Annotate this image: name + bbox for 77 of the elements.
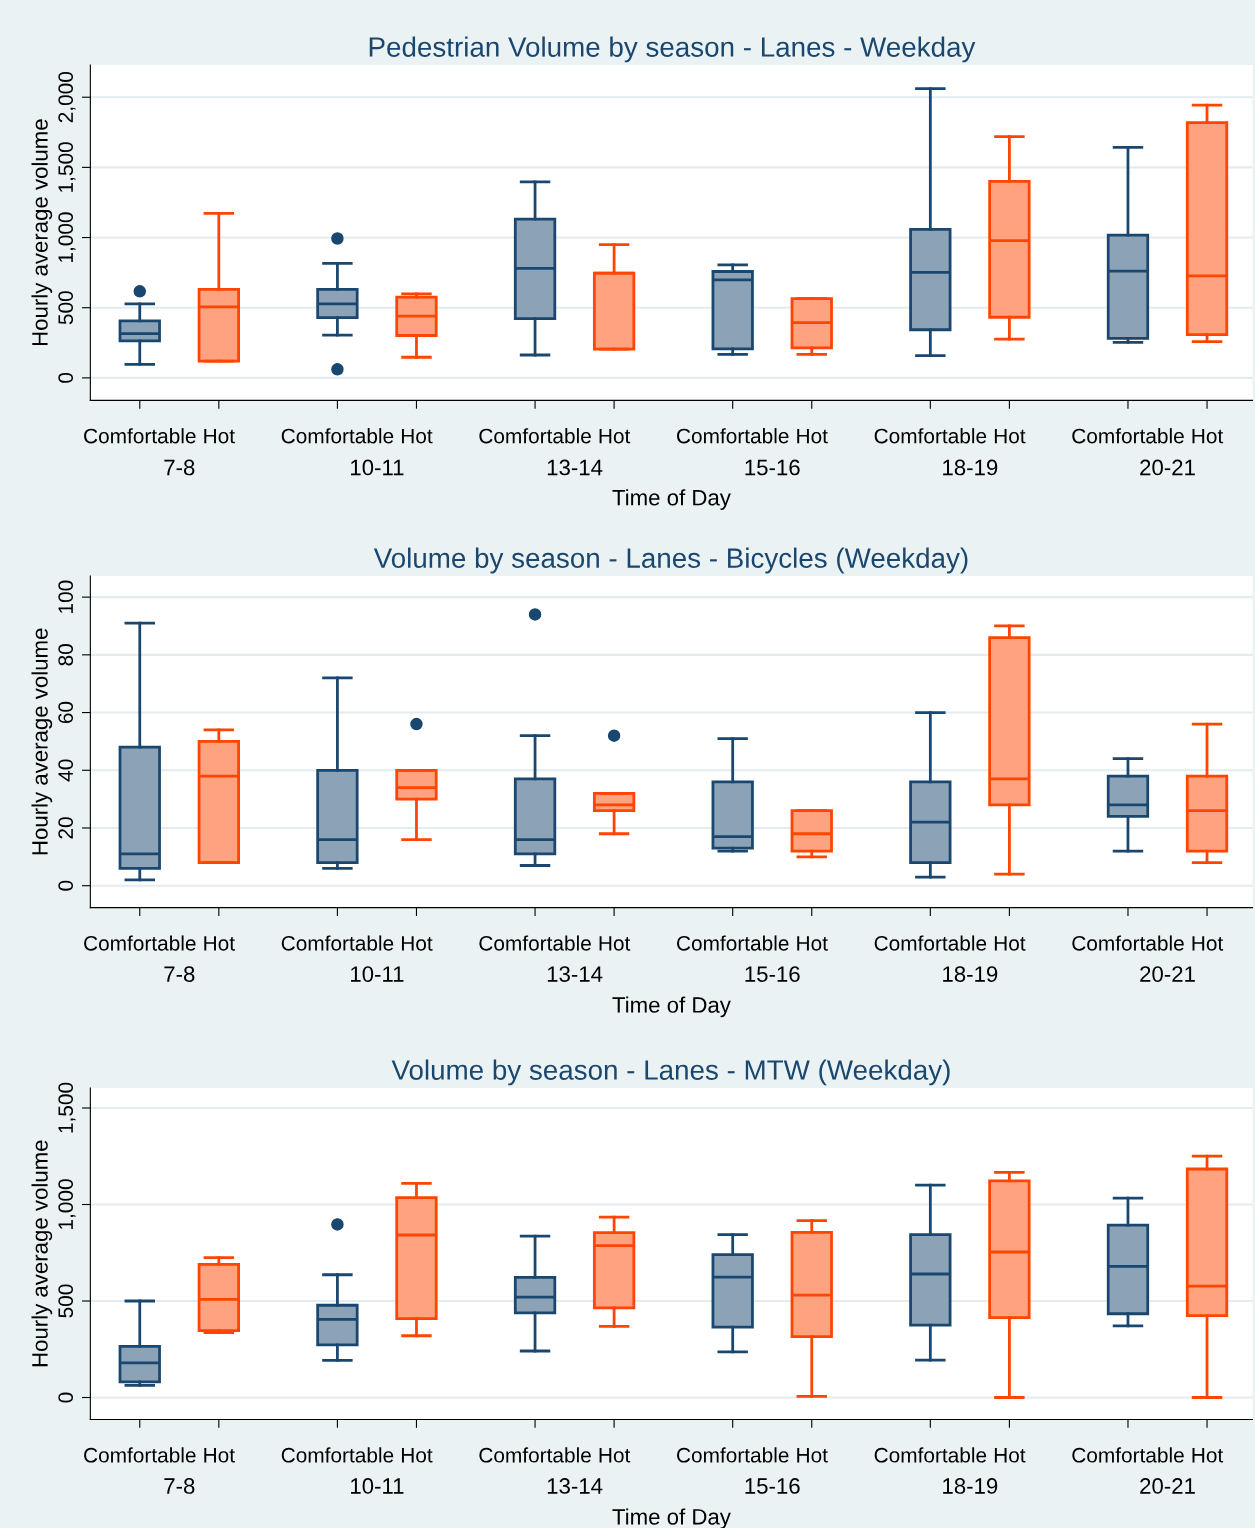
x-tick-label: Comfortable (84, 935, 196, 951)
x-tick-label: Hot (599, 1448, 631, 1463)
text: 10-11 (351, 459, 404, 476)
x-axis-title: Time of Day (612, 489, 731, 510)
y-tick-label: 0 (58, 372, 74, 383)
x-tick-label: Hot (797, 1448, 828, 1463)
y-tick-label: 20 (58, 817, 74, 839)
text: 13-14 (547, 1478, 603, 1494)
x-tick-label: Hot (204, 1448, 235, 1463)
x-tick-label: Hot (401, 936, 433, 951)
x-tick-label: Comfortable (479, 428, 591, 444)
x-tick-label: Hot (401, 428, 433, 444)
y-tick-label: 2,000 (58, 71, 76, 123)
x-tick-label: Hot (797, 936, 828, 951)
x-tick-label: Hot (994, 936, 1026, 951)
text: 20-21 (1140, 459, 1195, 476)
y-axis-title: Hourly average volume (31, 628, 53, 855)
text: 15-16 (745, 1478, 800, 1494)
y-tick-label: 1,000 (58, 212, 76, 263)
x-tick-label: Comfortable (874, 935, 987, 951)
x-tick-label: Comfortable (1072, 428, 1184, 444)
text: 7-8 (164, 966, 195, 982)
text: 10-11 (351, 966, 404, 982)
x-tick-label: Hot (1192, 428, 1224, 444)
x-tick-label: Comfortable (281, 1447, 394, 1463)
x-tick-label: Comfortable (1072, 935, 1184, 951)
text: 18-19 (943, 966, 998, 982)
y-tick-label: 0 (58, 1392, 74, 1403)
text: 15-16 (745, 966, 800, 982)
text: 18-19 (943, 1478, 998, 1494)
text: 13-14 (547, 966, 603, 982)
x-tick-label: Comfortable (677, 1447, 789, 1463)
x-tick-label: Comfortable (479, 1447, 591, 1463)
chart-title: Volume by season - Lanes - Bicycles (Weekday) (373, 547, 968, 574)
x-tick-label: Hot (204, 936, 235, 951)
x-tick-label: Comfortable (874, 1447, 987, 1463)
x-tick-label: Hot (994, 428, 1026, 444)
x-tick-label: Comfortable (874, 428, 987, 444)
x-tick-label: Hot (599, 936, 631, 951)
x-tick-label: Hot (1192, 936, 1224, 951)
x-tick-label: Hot (599, 428, 631, 444)
y-tick-label: 500 (58, 291, 74, 325)
x-tick-label: Comfortable (281, 935, 394, 951)
chart-title: Pedestrian Volume by season - Lanes - Weekday (369, 36, 976, 63)
text: 10-11 (351, 1478, 404, 1494)
x-tick-label: Hot (401, 1448, 433, 1463)
y-tick-label: 1,000 (58, 1179, 76, 1229)
y-tick-label: 100 (58, 580, 74, 613)
y-tick-label: 1,500 (58, 1082, 76, 1133)
y-tick-label: 500 (58, 1284, 74, 1318)
x-tick-label: Hot (1192, 1448, 1224, 1463)
text: 7-8 (164, 1478, 195, 1494)
y-tick-label: 40 (58, 759, 74, 782)
x-tick-label: Comfortable (1072, 1447, 1184, 1463)
y-axis-title: Hourly average volume (31, 1140, 53, 1367)
y-tick-label: 1,500 (58, 142, 76, 192)
x-tick-label: Comfortable (479, 935, 591, 951)
x-tick-label: Comfortable (281, 428, 394, 444)
y-tick-label: 60 (58, 701, 74, 724)
x-tick-label: Hot (204, 428, 235, 444)
x-tick-label: Comfortable (84, 1447, 196, 1463)
x-tick-label: Hot (994, 1448, 1026, 1463)
text: 15-16 (745, 459, 800, 476)
x-tick-label: Comfortable (84, 428, 196, 444)
chart-title: Volume by season - Lanes - MTW (Weekday) (391, 1059, 950, 1086)
text: 20-21 (1140, 1478, 1195, 1494)
y-tick-label: 80 (58, 644, 74, 666)
text: 13-14 (547, 459, 603, 476)
x-tick-label: Comfortable (677, 428, 789, 444)
x-tick-label: Hot (797, 428, 828, 444)
text: 18-19 (943, 459, 998, 476)
text: 20-21 (1140, 966, 1195, 982)
y-axis-title: Hourly average volume (31, 119, 53, 346)
x-axis-title: Time of Day (612, 996, 731, 1018)
text: 7-8 (164, 459, 195, 476)
x-tick-label: Comfortable (677, 935, 789, 951)
y-tick-label: 0 (58, 880, 74, 891)
